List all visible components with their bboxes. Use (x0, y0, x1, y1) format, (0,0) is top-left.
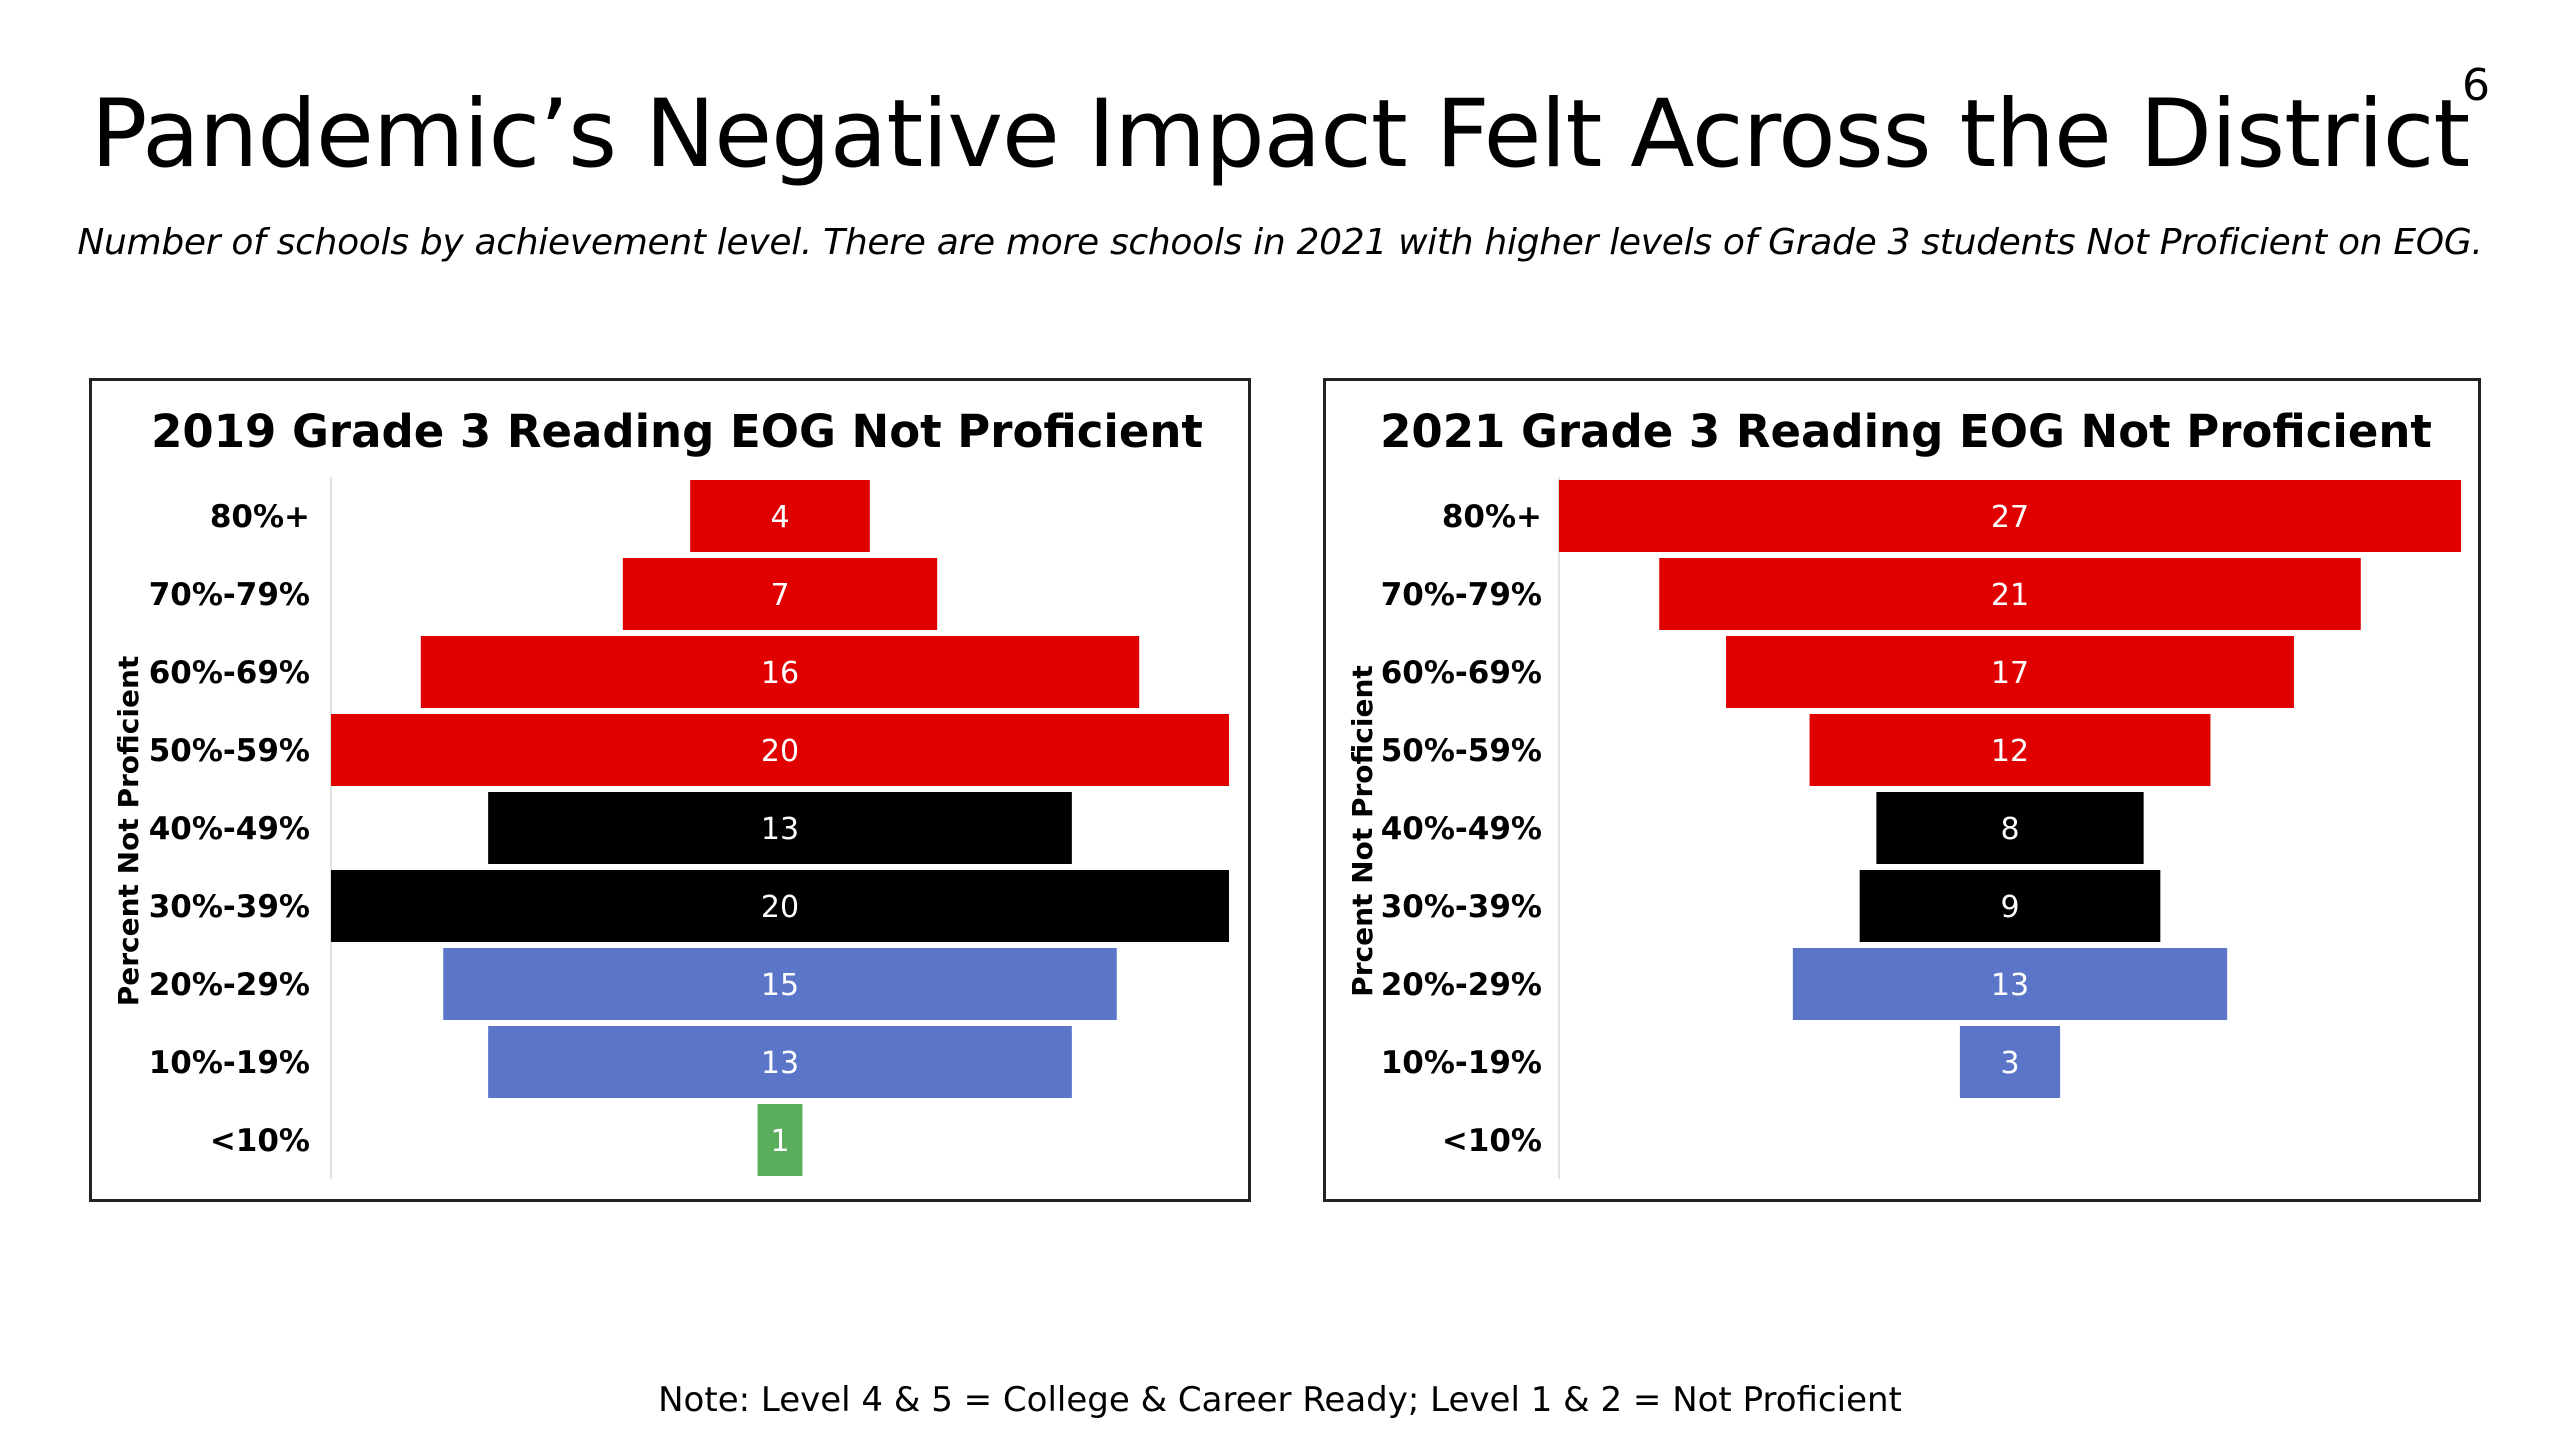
chart-2021: 2021 Grade 3 Reading EOG Not Proficient P… (1346, 405, 2461, 1179)
tick-label: 30%-39% (149, 889, 310, 925)
chart-title: 2021 Grade 3 Reading EOG Not Proficient (1380, 405, 2432, 458)
tick-label: 60%-69% (1381, 655, 1542, 691)
bar (1659, 558, 2361, 630)
bar (622, 558, 938, 630)
tick-label: 80%+ (210, 499, 310, 535)
tick-label: 70%-79% (149, 577, 310, 613)
data-label: 27 (1991, 500, 2029, 535)
bar (1876, 792, 2144, 864)
tick-label: 50%-59% (1381, 733, 1542, 769)
bar (757, 1104, 803, 1176)
data-label: 21 (1991, 578, 2029, 613)
bar (331, 870, 1229, 942)
tick-label: 10%-19% (149, 1045, 310, 1081)
y-axis-label: Prcent Not Proficient (1346, 665, 1379, 997)
tick-label: 20%-29% (149, 967, 310, 1003)
chart-title: 2019 Grade 3 Reading EOG Not Proficient (151, 405, 1203, 458)
data-label: 16 (761, 656, 799, 691)
page-subtitle: Number of schools by achievement level. … (77, 222, 2483, 263)
data-label: 1 (770, 1124, 789, 1159)
data-label: 4 (770, 500, 789, 535)
data-label: 8 (2000, 812, 2019, 847)
data-label: 17 (1991, 656, 2029, 691)
data-label: 7 (770, 578, 789, 613)
bar (420, 636, 1140, 708)
chart-2021-panel: 2021 Grade 3 Reading EOG Not Proficient P… (1323, 378, 2481, 1202)
data-label: 20 (761, 734, 799, 769)
tick-label: 10%-19% (1381, 1045, 1542, 1081)
tick-label: 40%-49% (149, 811, 310, 847)
data-label: 15 (761, 968, 799, 1003)
data-label: 9 (2000, 890, 2019, 925)
bar (690, 480, 870, 552)
data-label: 20 (761, 890, 799, 925)
bar (331, 714, 1229, 786)
bar (1792, 948, 2228, 1020)
data-label: 3 (2000, 1046, 2019, 1081)
bar (1959, 1026, 2061, 1098)
tick-label: <10% (210, 1123, 310, 1159)
data-label: 13 (761, 812, 799, 847)
bar (488, 792, 1072, 864)
bar (1559, 480, 2461, 552)
chart-2019: 2019 Grade 3 Reading EOG Not Proficient P… (112, 405, 1229, 1179)
bar (1809, 714, 2211, 786)
tick-label: 80%+ (1442, 499, 1542, 535)
tick-label: <10% (1442, 1123, 1542, 1159)
page-number: 6 (2462, 60, 2490, 111)
footnote: Note: Level 4 & 5 = College & Career Rea… (658, 1380, 1902, 1420)
tick-label: 30%-39% (1381, 889, 1542, 925)
data-label: 13 (1991, 968, 2029, 1003)
tick-label: 70%-79% (1381, 577, 1542, 613)
data-label: 12 (1991, 734, 2029, 769)
bar (1859, 870, 2161, 942)
data-label: 13 (761, 1046, 799, 1081)
page-title: Pandemic’s Negative Impact Felt Across t… (90, 80, 2471, 189)
bar (1726, 636, 2294, 708)
chart-2019-panel: 2019 Grade 3 Reading EOG Not Proficient P… (89, 378, 1251, 1202)
tick-label: 40%-49% (1381, 811, 1542, 847)
y-axis-label: Percent Not Proficient (112, 656, 145, 1007)
bar (443, 948, 1117, 1020)
tick-label: 60%-69% (149, 655, 310, 691)
tick-label: 50%-59% (149, 733, 310, 769)
tick-label: 20%-29% (1381, 967, 1542, 1003)
bar (488, 1026, 1072, 1098)
